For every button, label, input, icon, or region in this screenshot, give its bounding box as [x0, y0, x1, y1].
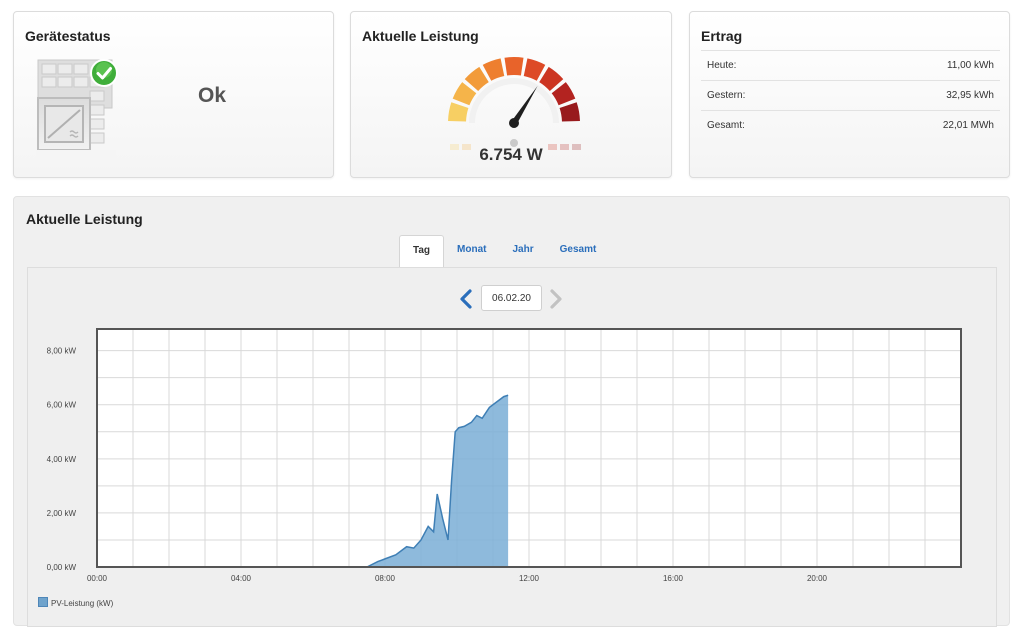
y-tick-label: 2,00 kW: [47, 509, 77, 518]
chart-panel: 0,00 kW 2,00 kW 4,00 kW 6,00 kW 8,00 kW 00:00…: [27, 267, 997, 627]
gauge-segment: [539, 66, 564, 92]
current-power-title: Aktuelle Leistung: [362, 28, 479, 44]
device-status-title: Gerätestatus: [25, 28, 111, 44]
gauge-segment: [452, 82, 477, 106]
gauge-segment: [551, 82, 576, 106]
x-tick-label: 16:00: [663, 574, 684, 583]
pv-power-chart: 0,00 kW 2,00 kW 4,00 kW 6,00 kW 8,00 kW 00:00…: [47, 328, 962, 583]
legend-swatch: [38, 597, 48, 607]
y-tick-label: 6,00 kW: [47, 401, 77, 410]
device-status-card: Gerätestatus Ok: [13, 11, 334, 178]
yield-label: Heute:: [701, 50, 834, 81]
gauge-segment: [504, 57, 524, 76]
y-tick-label: 4,00 kW: [47, 455, 77, 464]
x-tick-label: 12:00: [519, 574, 540, 583]
series-area: [97, 395, 509, 567]
chevron-right-icon[interactable]: [548, 289, 564, 309]
yield-value: 32,95 kWh: [833, 80, 1000, 111]
gauge-reflection: [560, 144, 569, 150]
gauge-inner-ring: [469, 78, 559, 124]
yield-row-total: Gesamt: 22,01 MWh: [701, 110, 1000, 140]
x-tick-label: 04:00: [231, 574, 252, 583]
gauge-segment: [559, 102, 580, 122]
tab-total[interactable]: Gesamt: [559, 244, 597, 255]
period-tabs: Tag Monat Jahr Gesamt: [399, 235, 609, 267]
gauge-segment: [448, 102, 469, 122]
x-tick-label: 08:00: [375, 574, 396, 583]
chart-legend: PV-Leistung (kW): [38, 597, 113, 608]
plot-frame: [96, 328, 962, 568]
yield-value: 22,01 MWh: [833, 110, 1000, 140]
chevron-left-icon[interactable]: [458, 289, 474, 309]
gauge-base-dot: [510, 139, 518, 147]
yield-value: 11,00 kWh: [833, 50, 1000, 81]
gauge-reflection: [462, 144, 471, 150]
gauge-reflection: [548, 144, 557, 150]
legend-label: PV-Leistung (kW): [51, 599, 114, 608]
power-chart-section: Aktuelle Leistung Tag Monat Jahr Gesamt …: [13, 196, 1010, 627]
yield-row-today: Heute: 11,00 kWh: [701, 50, 1000, 81]
chart-section-title: Aktuelle Leistung: [26, 211, 143, 227]
gauge-reflection: [572, 144, 581, 150]
date-input[interactable]: [481, 285, 542, 311]
yield-label: Gestern:: [701, 80, 834, 111]
tab-year[interactable]: Jahr: [512, 244, 534, 255]
y-tick-label: 0,00 kW: [47, 563, 77, 572]
x-tick-label: 20:00: [807, 574, 828, 583]
gauge-needle: [511, 85, 538, 125]
y-tick-label: 8,00 kW: [47, 347, 77, 356]
gauge-reflection: [450, 144, 459, 150]
yield-title: Ertrag: [701, 28, 743, 44]
device-status-value: Ok: [198, 84, 227, 107]
current-power-value: 6.754 W: [479, 145, 543, 164]
gauge-segment: [464, 66, 489, 92]
current-power-card: Aktuelle Leistung 6.754 W: [350, 11, 672, 178]
x-tick-label: 00:00: [87, 574, 108, 583]
yield-card: Ertrag Heute: 11,00 kWh Gestern: 32,95 k…: [689, 11, 1010, 178]
gauge-hub: [509, 118, 519, 128]
gauge-segment: [482, 58, 505, 81]
yield-row-yesterday: Gestern: 32,95 kWh: [701, 80, 1000, 111]
tab-month[interactable]: Monat: [457, 244, 487, 255]
check-ok-icon: [90, 59, 118, 87]
yield-table: Heute: 11,00 kWh Gestern: 32,95 kWh Gesa…: [701, 50, 1000, 140]
series-line: [97, 394, 509, 568]
tab-day[interactable]: Tag: [399, 235, 445, 267]
gauge-segment: [523, 58, 546, 81]
power-gauge: [448, 57, 581, 150]
yield-label: Gesamt:: [701, 110, 834, 140]
